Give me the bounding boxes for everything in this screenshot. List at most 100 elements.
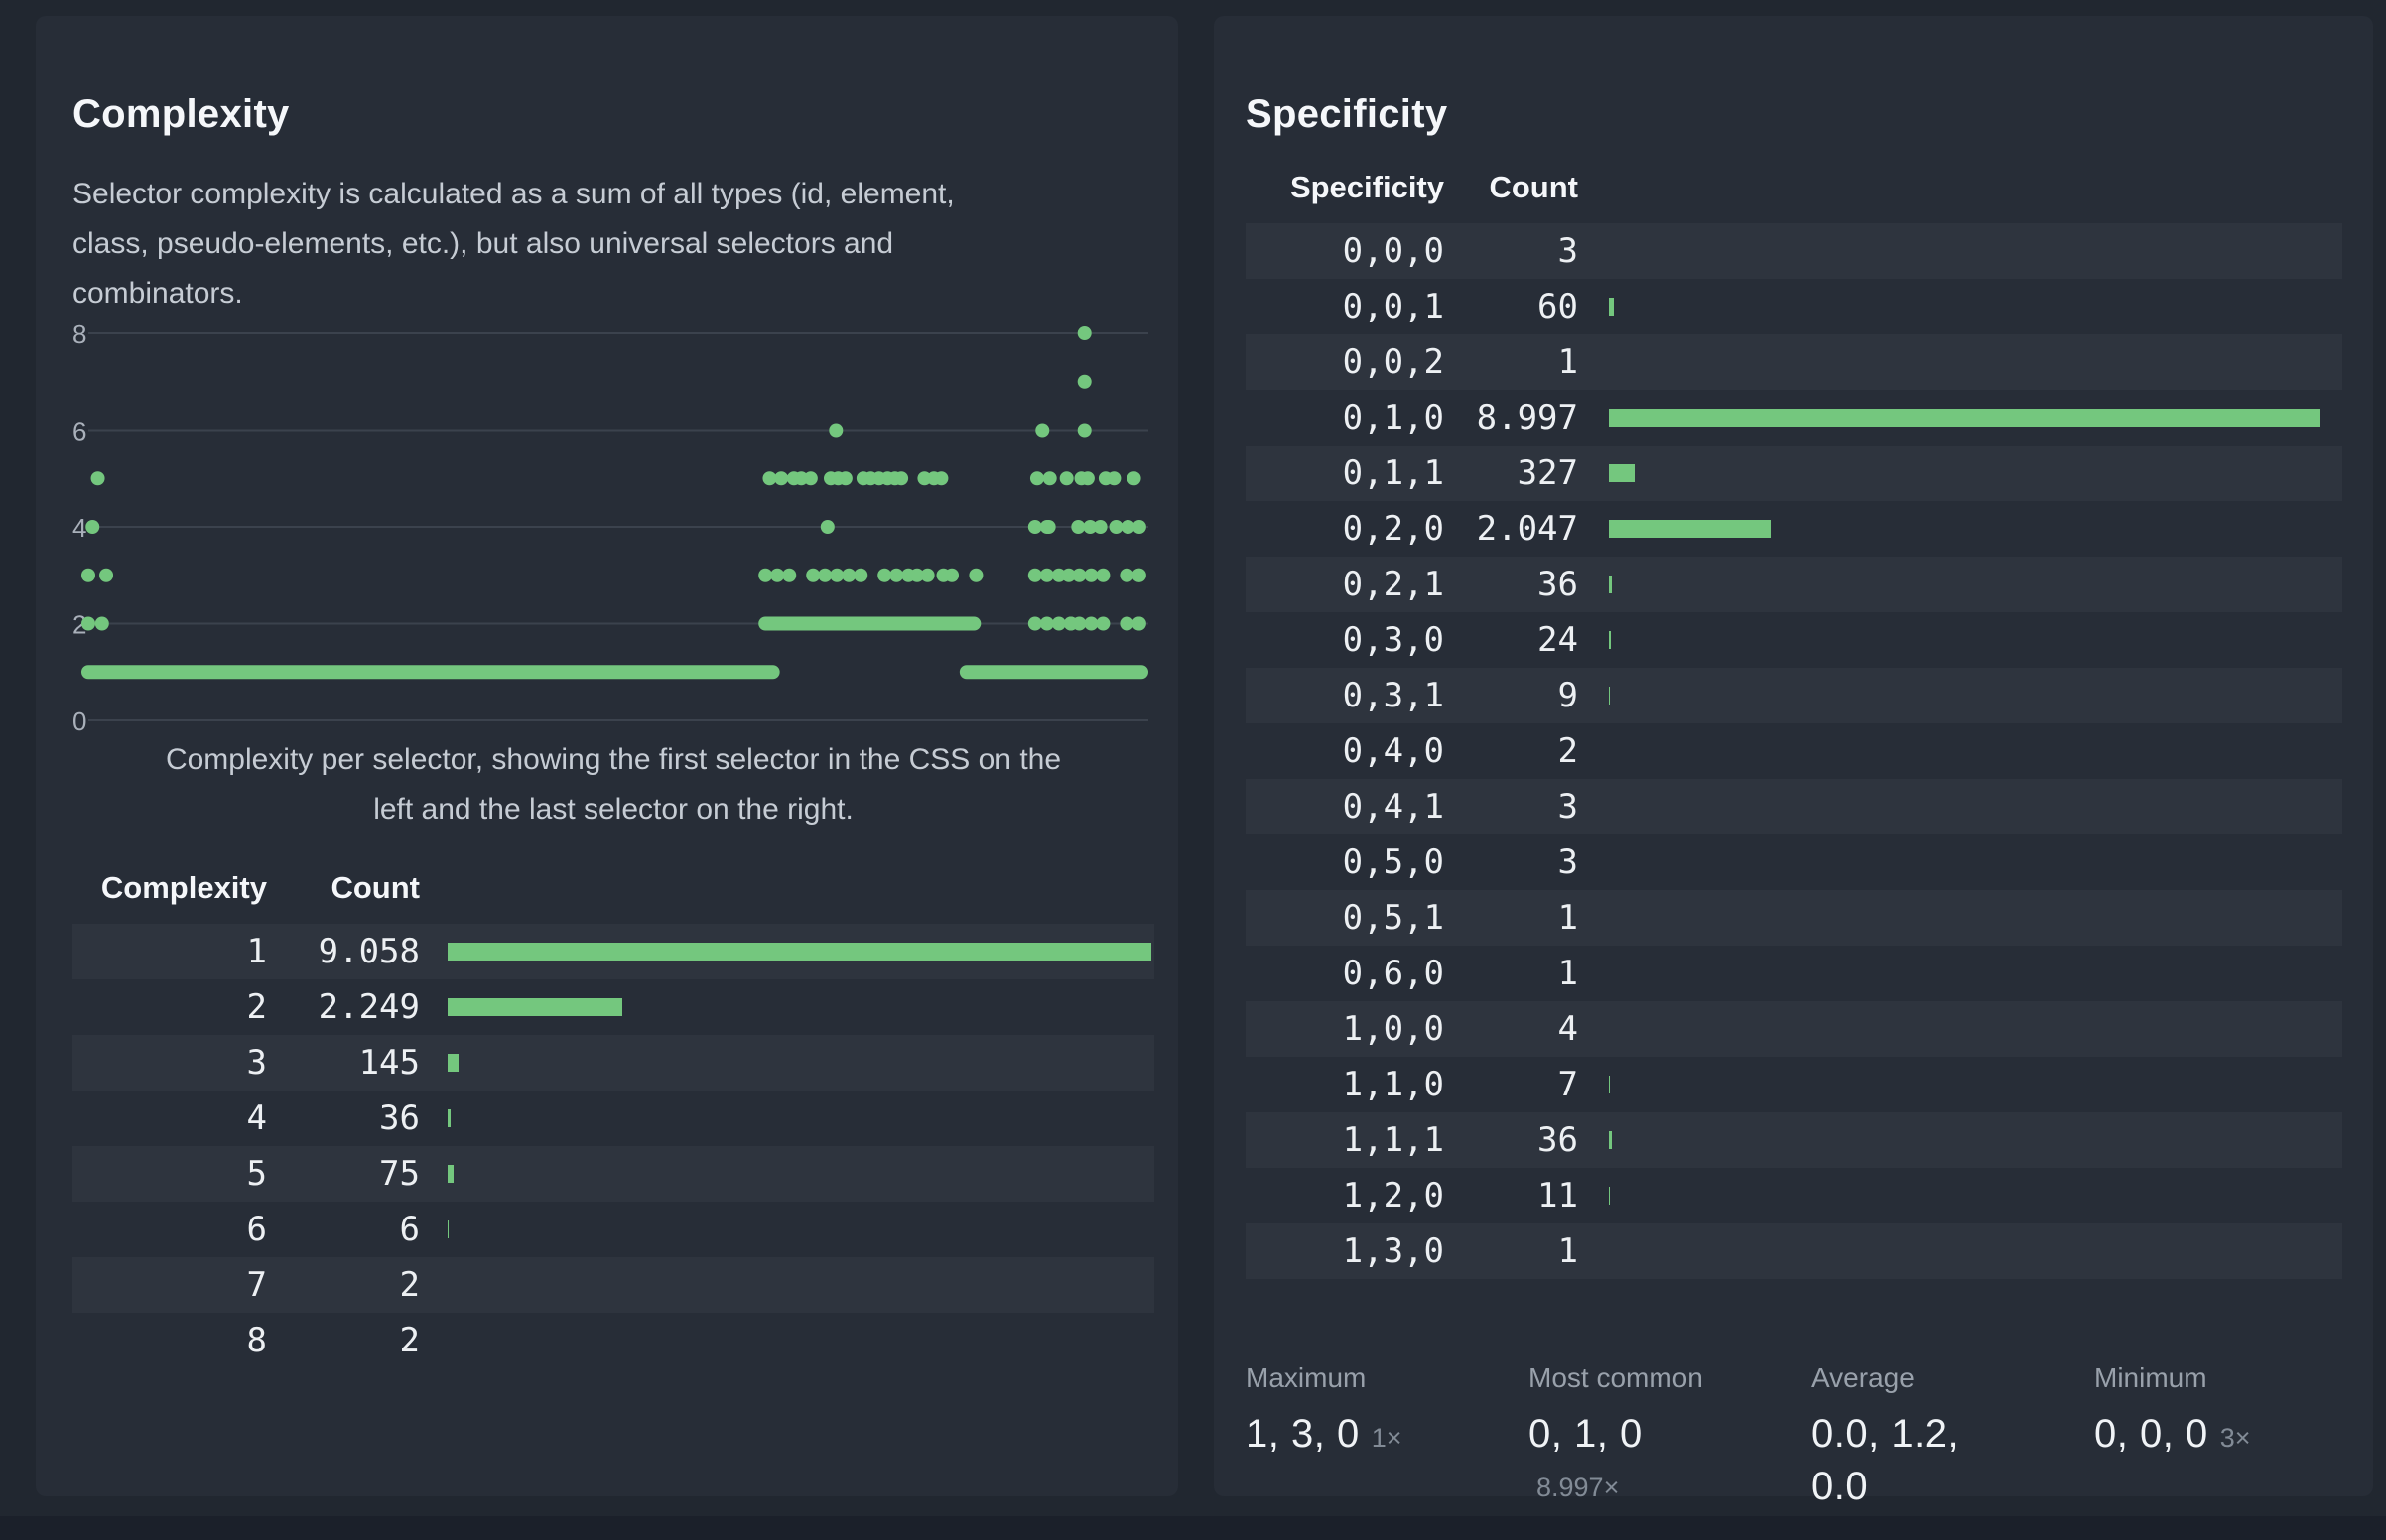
row-bar-cell <box>1578 1168 2342 1223</box>
row-label-cell: 0,0,1 <box>1342 287 1444 327</box>
table-row: 0,3,1 9 <box>1246 668 2342 724</box>
row-bar-cell <box>1578 946 2342 1001</box>
row-bar-cell <box>420 924 1154 980</box>
stat-multiplier: 3× <box>2219 1423 2251 1454</box>
table-row: 1,1,1 36 <box>1246 1112 2342 1169</box>
table-row: 0,4,1 3 <box>1246 779 2342 835</box>
row-count-cell: 1 <box>1557 954 1578 994</box>
row-label-cell: 0,2,0 <box>1342 509 1444 550</box>
table-row: 0,0,0 3 <box>1246 223 2342 280</box>
count-bar <box>1609 1076 1610 1094</box>
count-bar <box>1609 409 2320 428</box>
row-count-cell: 3 <box>1557 842 1578 883</box>
table-row: 1,1,0 7 <box>1246 1057 2342 1112</box>
y-axis-tick-label: 8 <box>72 322 86 349</box>
row-bar-cell <box>420 1091 1154 1146</box>
row-count-cell: 9 <box>1444 668 1578 724</box>
complexity-table-header-row: Complexity Count <box>72 870 1154 924</box>
row-count-cell: 1 <box>1444 334 1578 391</box>
row-label-cell: 0,6,0 <box>1342 954 1444 994</box>
viewport-bottom-edge <box>0 1516 2386 1540</box>
table-row: 3 145 <box>72 1035 1154 1091</box>
stat-label: Minimum <box>2094 1362 2207 1394</box>
table-row: 5 75 <box>72 1146 1154 1203</box>
y-axis-tick-label: 0 <box>72 706 86 731</box>
row-count-cell: 24 <box>1537 620 1578 661</box>
table-row: 0,0,1 60 <box>1246 279 2342 334</box>
row-label-cell: 1,1,1 <box>1246 1112 1444 1169</box>
row-count-cell: 1 <box>1444 890 1578 947</box>
row-bar-cell <box>1578 1001 2342 1058</box>
row-count-cell: 1 <box>1444 1223 1578 1280</box>
specificity-table: Specificity Count 0,0,0 3 0,0,1 60 0,0,2 1 0,1… <box>1246 170 2342 1280</box>
table-row: 0,2,1 36 <box>1246 557 2342 613</box>
row-count-cell: 11 <box>1537 1176 1578 1217</box>
row-bar-cell <box>1578 223 2342 280</box>
row-count-cell: 75 <box>267 1146 420 1203</box>
row-count-cell: 3 <box>1444 223 1578 280</box>
row-bar-cell <box>1578 446 2342 502</box>
row-bar-cell <box>420 979 1154 1035</box>
row-label-cell: 0,0,2 <box>1246 334 1444 391</box>
stat-label: Most common <box>1528 1362 1703 1394</box>
specificity-stats: Maximum 1, 3, 0 1× Most common 0, 1, 0 8.… <box>1246 1362 2342 1509</box>
complexity-table: Complexity Count 1 9.058 2 2.249 3 145 4 36 5 75 6… <box>72 870 1154 1368</box>
chart-caption-line: left and the last selector on the right. <box>373 793 854 827</box>
row-bar-cell <box>1578 334 2342 391</box>
count-bar <box>1609 520 1772 539</box>
row-label-cell: 1,2,0 <box>1342 1176 1444 1217</box>
count-bar <box>1609 687 1610 706</box>
row-label-cell: 0,2,1 <box>1246 557 1444 613</box>
table-row: 0,3,0 24 <box>1246 612 2342 668</box>
y-axis-tick-label: 2 <box>72 610 86 640</box>
row-count-cell: 2 <box>267 1257 420 1314</box>
count-bar <box>1609 1187 1610 1206</box>
row-label-cell: 1 <box>72 924 267 980</box>
row-bar-cell <box>420 1257 1154 1314</box>
row-count-cell: 36 <box>1444 1112 1578 1169</box>
row-count-cell: 145 <box>267 1035 420 1091</box>
row-label-cell: 1,3,0 <box>1246 1223 1444 1280</box>
count-bar <box>448 998 623 1017</box>
row-bar-cell <box>1578 501 2342 557</box>
row-bar-cell <box>1578 668 2342 724</box>
table-row: 1,3,0 1 <box>1246 1223 2342 1280</box>
complexity-chart-caption: Complexity per selector, showing the fir… <box>82 735 1144 834</box>
count-bar <box>448 1165 454 1184</box>
row-count-cell: 3 <box>1444 779 1578 835</box>
row-bar-cell <box>1578 557 2342 613</box>
row-bar-cell <box>1578 834 2342 890</box>
row-label-cell: 0,5,0 <box>1342 842 1444 883</box>
complexity-scatter-chart: 8 6 4 2 0 <box>72 322 1148 731</box>
row-label-cell: 7 <box>72 1257 267 1314</box>
complexity-panel: Complexity Selector complexity is calcul… <box>36 16 1178 1496</box>
chart-caption-line: Complexity per selector, showing the fir… <box>165 743 1062 777</box>
specificity-column-header: Specificity <box>1289 170 1444 205</box>
row-label-cell: 8 <box>246 1321 267 1361</box>
row-count-cell: 36 <box>1444 557 1578 613</box>
row-bar-cell <box>1578 723 2342 779</box>
table-row: 0,6,0 1 <box>1246 946 2342 1001</box>
stat-maximum: Maximum 1, 3, 0 1× <box>1246 1362 1528 1509</box>
count-bar <box>1609 1131 1612 1150</box>
row-bar-cell <box>1578 1223 2342 1280</box>
row-bar-cell <box>420 1313 1154 1368</box>
y-axis-tick-label: 6 <box>72 417 86 447</box>
table-row: 0,1,0 8.997 <box>1246 390 2342 446</box>
complexity-description: Selector complexity is calculated as a s… <box>72 170 1110 319</box>
complexity-column-header: Complexity <box>100 870 267 906</box>
table-row: 0,0,2 1 <box>1246 334 2342 391</box>
row-bar-cell <box>1578 1057 2342 1112</box>
row-label-cell: 0,4,0 <box>1342 731 1444 772</box>
table-row: 1 9.058 <box>72 924 1154 980</box>
stat-value: 0, 1, 0 <box>1528 1412 1643 1457</box>
count-bar <box>1609 576 1612 594</box>
row-label-cell: 0,1,1 <box>1246 446 1444 502</box>
count-bar <box>448 943 1151 962</box>
row-count-cell: 9.058 <box>267 924 420 980</box>
table-row: 0,2,0 2.047 <box>1246 501 2342 557</box>
table-row: 0,1,1 327 <box>1246 446 2342 502</box>
complexity-panel-title: Complexity <box>72 92 290 137</box>
